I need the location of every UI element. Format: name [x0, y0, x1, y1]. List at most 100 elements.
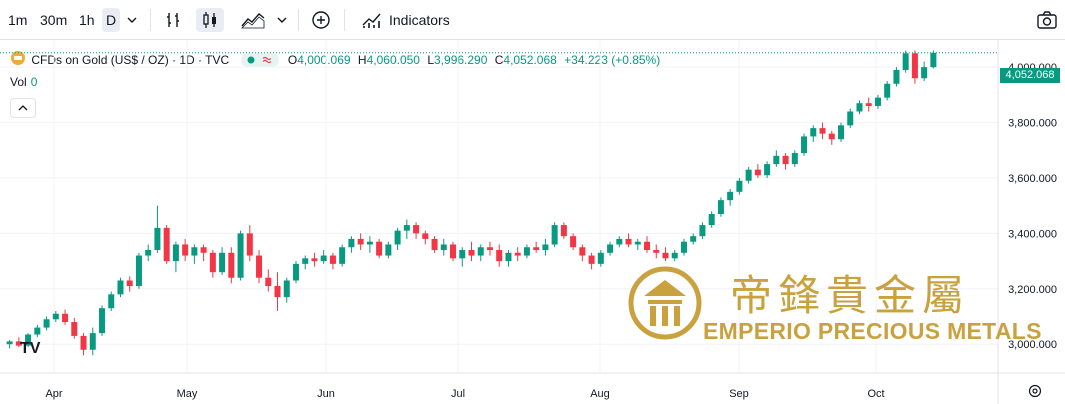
candle-body — [542, 244, 549, 251]
candle — [329, 252, 336, 270]
price-chart[interactable]: 3,000.000 3,200.000 3,400.000 3,600.000 3,80… — [0, 40, 1065, 404]
candle — [450, 241, 457, 262]
candle — [25, 333, 32, 347]
candle — [791, 150, 798, 167]
candle-body — [413, 225, 420, 234]
price-axis[interactable]: 3,000.000 3,200.000 3,400.000 3,600.000 3,80… — [1008, 62, 1057, 351]
grid-lines — [0, 40, 1065, 404]
candle — [911, 50, 918, 84]
candle — [52, 310, 59, 323]
symbol-description[interactable]: CFDs on Gold (US$ / OZ) · 1D · TVC — [31, 53, 230, 67]
candle — [71, 317, 78, 339]
candle-body — [256, 255, 263, 278]
candle-body — [440, 244, 447, 251]
camera-icon[interactable] — [1036, 8, 1058, 32]
x-tick-label: Apr — [45, 388, 62, 400]
plus-circle-icon[interactable] — [310, 8, 332, 32]
candle-body — [265, 277, 272, 287]
last-price-tag: 4,052.068 — [1000, 68, 1060, 83]
candles-icon[interactable] — [196, 8, 224, 32]
candle — [237, 230, 244, 281]
chevron-down-icon[interactable] — [124, 8, 140, 32]
candle — [311, 252, 318, 267]
indicators-icon[interactable] — [360, 8, 384, 32]
legend-status-pill[interactable] — [240, 53, 279, 67]
candle-body — [782, 155, 789, 165]
candle — [690, 233, 697, 245]
candle — [828, 130, 835, 145]
candle — [496, 244, 503, 267]
interval-1m[interactable]: 1m — [8, 12, 28, 28]
candle — [394, 227, 401, 251]
toolbar-divider — [150, 9, 151, 31]
candle-body — [496, 250, 503, 262]
low-value: 3,996.290 — [434, 53, 488, 68]
candle — [219, 247, 226, 275]
candle-body — [616, 238, 623, 245]
candle — [699, 222, 706, 239]
candle — [921, 61, 928, 82]
candle — [459, 247, 466, 267]
candle-body — [560, 225, 567, 237]
candle-body — [930, 52, 937, 68]
indicators-button[interactable]: Indicators — [389, 12, 450, 28]
volume-value: 0 — [30, 75, 38, 89]
candle — [865, 97, 872, 112]
x-tick-label: Jul — [451, 388, 465, 400]
x-tick-label: Sep — [729, 388, 749, 400]
candle — [43, 316, 50, 331]
candle-body — [893, 69, 900, 84]
collapse-legend-button[interactable] — [10, 98, 36, 118]
open-value: 4,000.069 — [297, 53, 351, 68]
x-tick-label: Jun — [317, 388, 335, 400]
candle — [930, 50, 937, 69]
candle-body — [302, 258, 309, 264]
candle — [15, 337, 22, 347]
candle — [588, 252, 595, 270]
watermark-chinese: 帝鋒貴金屬 — [730, 271, 971, 320]
candle-body — [690, 236, 697, 242]
candle-body — [89, 333, 96, 350]
candle-body — [828, 133, 835, 140]
candle — [523, 244, 530, 259]
candle-body — [15, 341, 22, 346]
area-chart-icon[interactable] — [240, 8, 266, 32]
candle-body — [874, 97, 881, 106]
candle-body — [246, 233, 253, 256]
time-axis[interactable]: Apr May Jun Jul Aug Sep Oct — [45, 388, 884, 400]
volume-legend: Vol 0 — [10, 75, 37, 89]
candle — [708, 211, 715, 228]
compare-icon[interactable] — [163, 8, 185, 32]
candle-body — [200, 247, 207, 253]
candle-body — [644, 241, 651, 251]
candle-body — [468, 250, 475, 256]
interval-1h[interactable]: 1h — [79, 12, 95, 28]
candle-body — [736, 180, 743, 192]
candle-body — [514, 252, 521, 256]
chevron-down-icon[interactable] — [274, 8, 290, 32]
candle-body — [163, 227, 170, 262]
candle-body — [791, 153, 798, 165]
candle-body — [884, 83, 891, 98]
candle-body — [394, 230, 401, 245]
gear-icon[interactable] — [1027, 383, 1043, 399]
candle — [671, 250, 678, 262]
close-value: 4,052.068 — [503, 53, 557, 68]
candle — [440, 238, 447, 256]
interval-d[interactable]: D — [102, 8, 120, 32]
y-tick-label: 3,000.000 — [1008, 339, 1057, 351]
interval-30m[interactable]: 30m — [40, 12, 68, 28]
candle-body — [634, 241, 641, 245]
candle — [80, 333, 87, 356]
candle-body — [764, 164, 771, 176]
candle-body — [745, 169, 752, 181]
candle — [597, 250, 604, 267]
candle — [884, 81, 891, 101]
x-tick-label: Oct — [867, 388, 884, 400]
candle — [874, 94, 881, 109]
candle — [625, 233, 632, 248]
candle — [89, 327, 96, 356]
candle-body — [607, 244, 614, 253]
candle — [6, 340, 13, 349]
y-tick-label: 3,200.000 — [1008, 284, 1057, 296]
